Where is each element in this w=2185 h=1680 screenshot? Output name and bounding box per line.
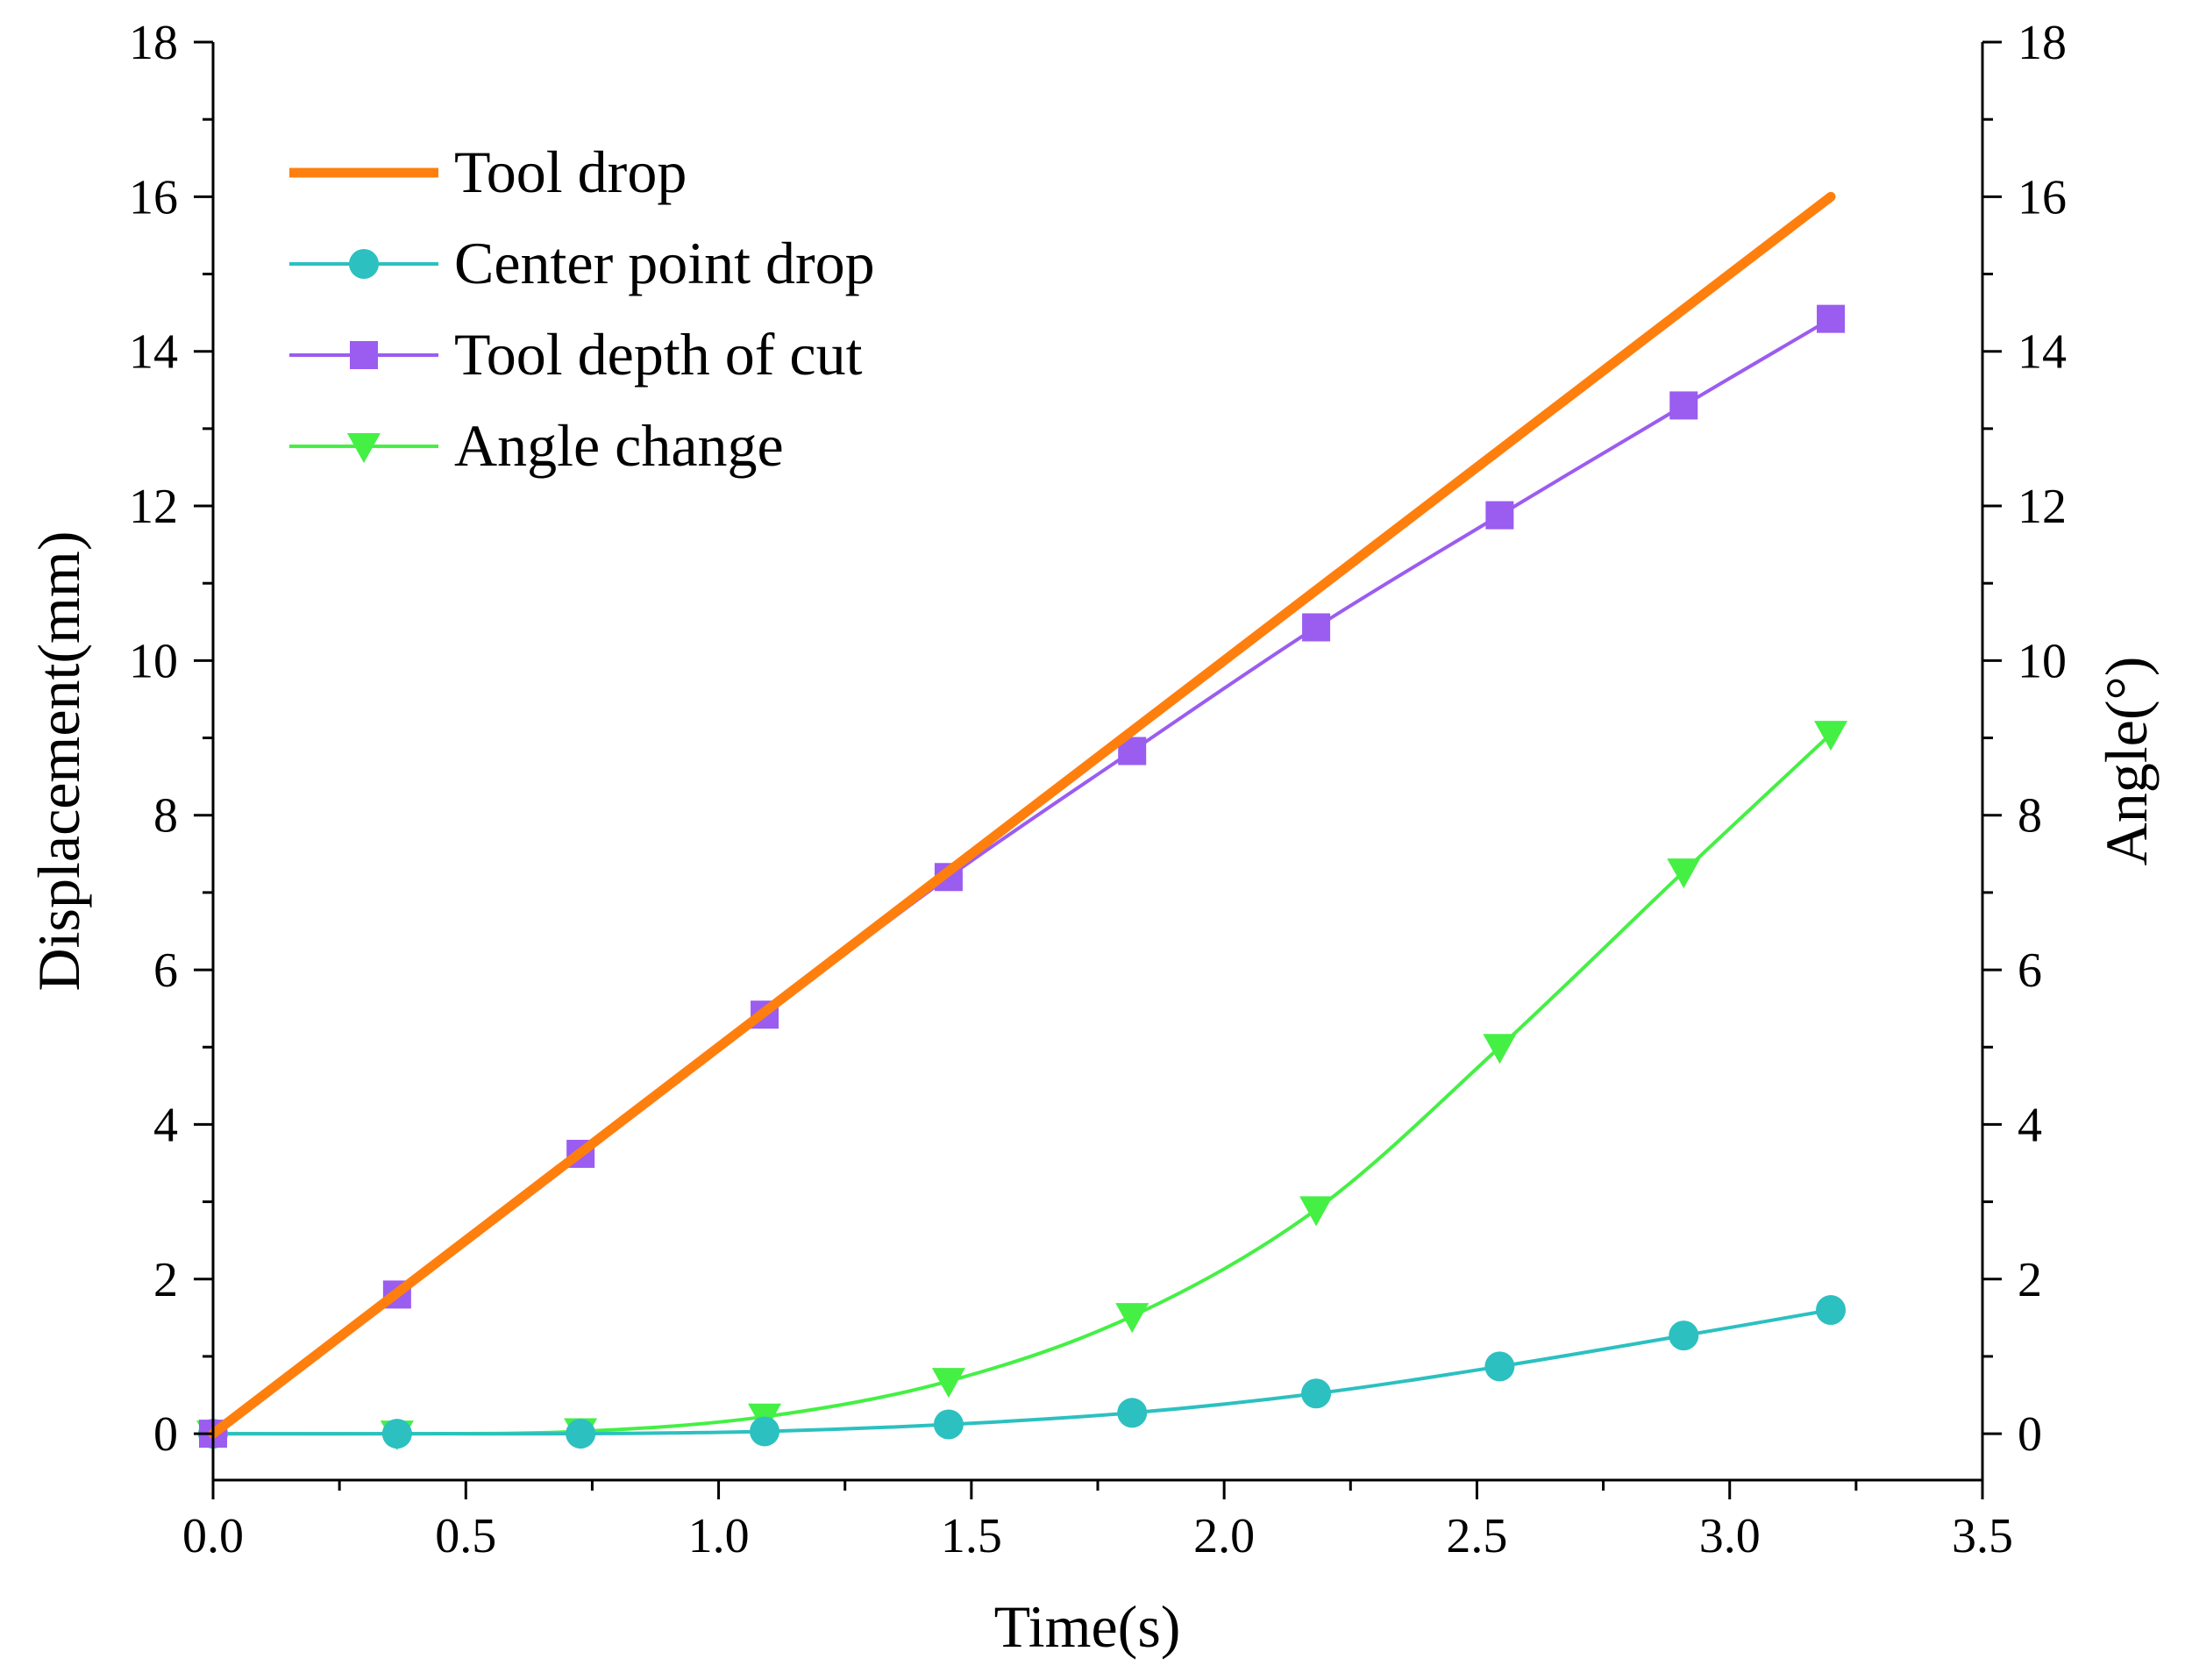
series-line (211, 732, 1833, 1436)
x-tick-label: 3.5 (1952, 1509, 2013, 1563)
x-tick-label: 0.5 (435, 1509, 496, 1563)
y2-tick-label: 0 (2018, 1407, 2042, 1462)
legend-marker (350, 341, 378, 369)
legend-item: Tool depth of cut (289, 321, 863, 388)
x-tick-label: 3.0 (1699, 1509, 1761, 1563)
y2-tick-label: 14 (2018, 325, 2067, 380)
data-point (1115, 1303, 1149, 1334)
data-point (750, 1416, 780, 1447)
data-point (1301, 1378, 1332, 1409)
data-point (1814, 721, 1848, 751)
data-point (1483, 1034, 1517, 1064)
y-tick-label: 14 (129, 325, 178, 380)
y2-tick-label: 12 (2018, 480, 2067, 534)
y-tick-label: 16 (129, 170, 178, 224)
legend-item: Tool drop (289, 139, 687, 205)
y2-tick-label: 10 (2018, 634, 2067, 688)
data-point (933, 1409, 964, 1440)
y-tick-label: 6 (153, 943, 178, 998)
x-axis-title: Time(s) (994, 1593, 1181, 1660)
series-line (208, 191, 1836, 1439)
y-tick-label: 12 (129, 480, 178, 534)
data-point (1299, 1196, 1334, 1227)
series-center-point-drop (198, 1295, 1847, 1449)
series-angle-change (196, 721, 1848, 1451)
y2-tick-label: 2 (2018, 1253, 2042, 1307)
y2-tick-label: 4 (2018, 1098, 2042, 1152)
ticks-layer: 0.0 0.5 1.0 1.5 2.0 2.5 3.0 3.50246810121416180… (129, 16, 2067, 1563)
y-tick-label: 0 (153, 1407, 178, 1462)
y2-tick-label: 6 (2018, 943, 2042, 998)
data-point (566, 1419, 596, 1449)
legend-label: Tool drop (454, 139, 687, 205)
legend-item: Center point drop (289, 230, 875, 296)
legend-label: Angle change (454, 412, 784, 479)
y-tick-label: 4 (153, 1098, 178, 1152)
y2-tick-label: 16 (2018, 170, 2067, 224)
data-point (1667, 858, 1701, 889)
data-point (1485, 501, 1514, 530)
data-point (931, 1368, 965, 1399)
series-tool-depth-of-cut (199, 304, 1846, 1449)
data-point (1816, 1295, 1847, 1326)
y-tick-label: 8 (153, 789, 178, 844)
y2-tick-label: 8 (2018, 789, 2042, 844)
data-point (1669, 391, 1698, 420)
y2-tick-label: 18 (2018, 16, 2067, 70)
x-tick-label: 2.5 (1446, 1509, 1507, 1563)
series-layer (196, 191, 1848, 1451)
data-point (1817, 304, 1846, 333)
legend: Tool drop Center point drop Tool depth of … (289, 139, 875, 479)
x-tick-label: 0.0 (182, 1509, 244, 1563)
series-line (211, 317, 1833, 1436)
data-point (1302, 613, 1331, 642)
legend-marker (347, 433, 381, 463)
data-point (1484, 1351, 1515, 1382)
x-tick-label: 1.0 (688, 1509, 750, 1563)
legend-label: Center point drop (454, 230, 875, 296)
y-tick-label: 18 (129, 16, 178, 70)
data-point (381, 1419, 412, 1449)
series-tool-drop (208, 191, 1836, 1439)
series-line (211, 1308, 1833, 1436)
legend-item: Angle change (289, 412, 784, 479)
legend-marker (349, 249, 379, 279)
x-tick-label: 1.5 (941, 1509, 1002, 1563)
data-point (1669, 1321, 1699, 1351)
legend-label: Tool depth of cut (454, 321, 863, 388)
data-point (1117, 1398, 1148, 1428)
x-tick-label: 2.0 (1193, 1509, 1255, 1563)
y2-axis-title: Angle(°) (2093, 657, 2160, 866)
y-tick-label: 10 (129, 634, 178, 688)
y-axis-title: Displacement(mm) (25, 531, 92, 992)
y-tick-label: 2 (153, 1253, 178, 1307)
